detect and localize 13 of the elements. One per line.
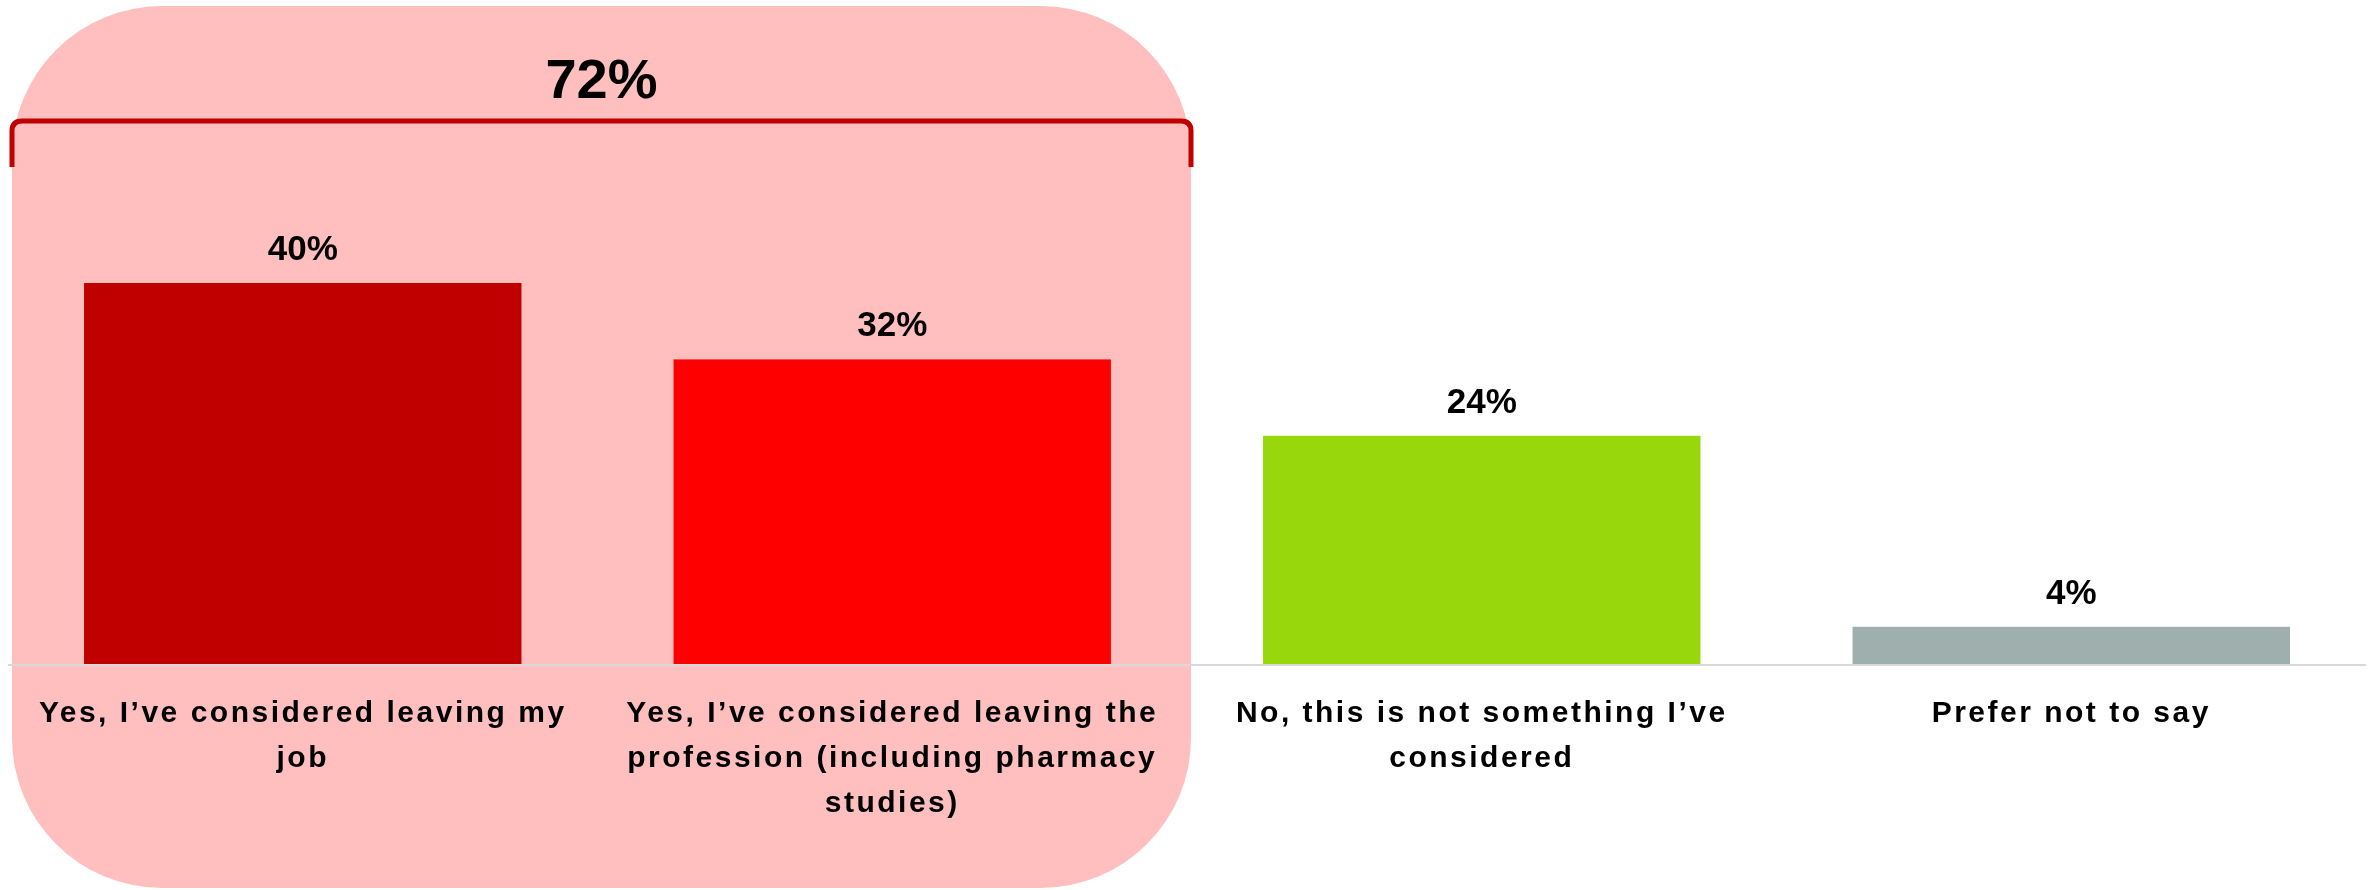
x-tick-label: No, this is not something I’ve considered bbox=[1235, 695, 1728, 773]
bar bbox=[673, 359, 1111, 665]
data-label: 32% bbox=[857, 304, 928, 344]
band-label: 72% bbox=[545, 47, 658, 110]
data-label: 40% bbox=[267, 228, 338, 267]
x-tick-label: Prefer not to say bbox=[1931, 695, 2211, 728]
bar bbox=[1852, 626, 2290, 665]
bar bbox=[84, 283, 522, 665]
data-label: 4% bbox=[2045, 571, 2097, 611]
data-label: 24% bbox=[1446, 380, 1517, 420]
bar bbox=[1263, 435, 1701, 665]
x-tick-label: Yes, I’ve considered leaving the profession (including pharmacy studies) bbox=[626, 695, 1159, 818]
x-tick-label: Yes, I’ve considered leaving my job bbox=[38, 695, 567, 773]
